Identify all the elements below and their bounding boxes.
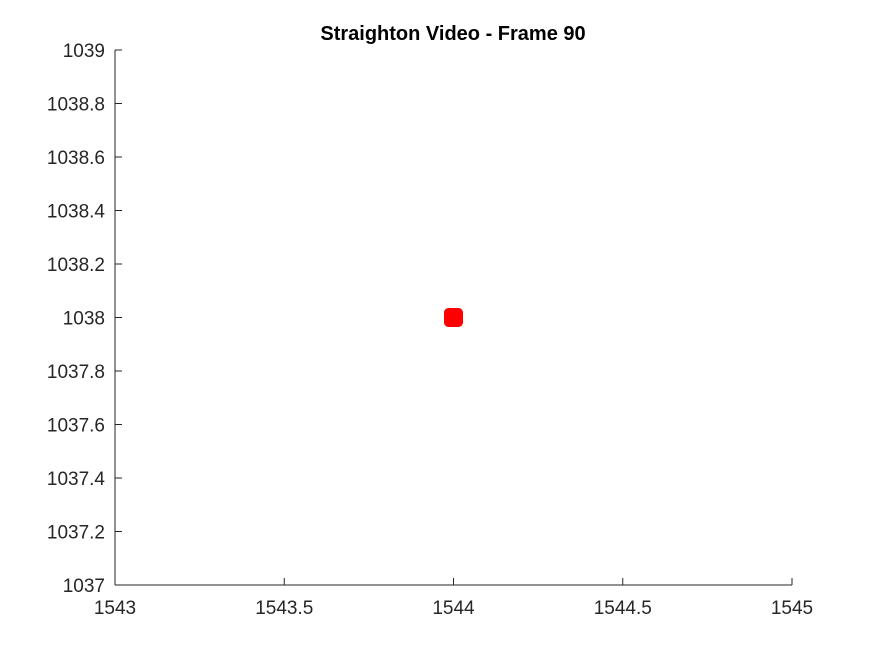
x-tick-label: 1543.5 bbox=[255, 598, 313, 619]
y-tick-label: 1037.4 bbox=[47, 469, 106, 490]
y-tick-label: 1038.2 bbox=[47, 255, 105, 276]
y-tick-label: 1037.8 bbox=[47, 362, 105, 383]
x-tick-label: 1544.5 bbox=[594, 598, 652, 619]
y-tick-label: 1038 bbox=[63, 309, 105, 330]
data-point bbox=[444, 308, 463, 327]
y-tick-label: 1037.6 bbox=[47, 416, 105, 437]
y-tick-label: 1038.8 bbox=[47, 95, 105, 116]
y-tick-label: 1037 bbox=[63, 576, 105, 597]
y-tick-label: 1037.2 bbox=[47, 523, 105, 544]
chart-title: Straighton Video - Frame 90 bbox=[320, 23, 585, 45]
x-tick-label: 1545 bbox=[771, 598, 813, 619]
x-tick-label: 1543 bbox=[94, 598, 136, 619]
y-tick-label: 1038.4 bbox=[47, 202, 106, 223]
axes: 1543 1543.5 1544 1544.5 1545 1037 1037.2 1037.4… bbox=[47, 41, 813, 619]
y-tick-label: 1039 bbox=[63, 41, 105, 62]
y-tick-label: 1038.6 bbox=[47, 148, 105, 169]
data-points bbox=[444, 308, 463, 327]
x-tick-label: 1544 bbox=[432, 598, 475, 619]
